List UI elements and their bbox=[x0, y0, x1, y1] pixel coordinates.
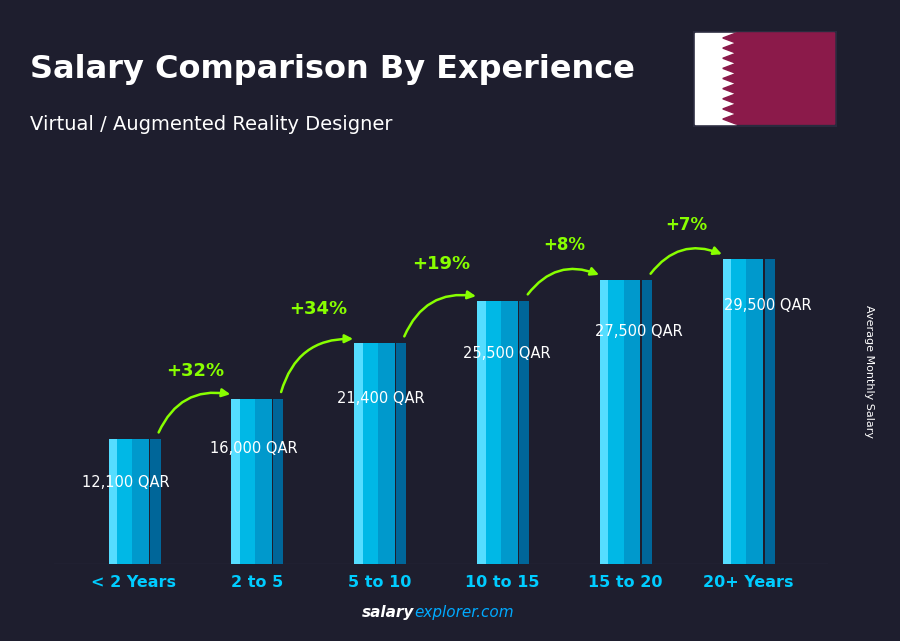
Text: +8%: +8% bbox=[543, 237, 585, 254]
Bar bbox=[239, 399, 260, 564]
Text: 25,500 QAR: 25,500 QAR bbox=[464, 346, 551, 361]
Text: 29,500 QAR: 29,500 QAR bbox=[724, 297, 811, 313]
Text: Average Monthly Salary: Average Monthly Salary bbox=[863, 305, 874, 438]
Bar bbox=[117, 439, 137, 564]
Bar bbox=[500, 301, 518, 564]
Bar bbox=[150, 439, 160, 564]
Text: +34%: +34% bbox=[289, 300, 347, 319]
Bar bbox=[600, 280, 651, 564]
Bar bbox=[132, 439, 149, 564]
Bar bbox=[642, 280, 652, 564]
Bar bbox=[477, 301, 527, 564]
Polygon shape bbox=[696, 33, 736, 124]
Bar bbox=[255, 399, 272, 564]
Text: Salary Comparison By Experience: Salary Comparison By Experience bbox=[30, 54, 634, 85]
Bar bbox=[378, 343, 395, 564]
Bar bbox=[231, 399, 282, 564]
Text: +7%: +7% bbox=[666, 215, 707, 233]
Bar bbox=[731, 260, 752, 564]
Text: +19%: +19% bbox=[412, 255, 470, 273]
Bar bbox=[746, 260, 763, 564]
FancyBboxPatch shape bbox=[690, 28, 840, 129]
Bar bbox=[600, 280, 610, 564]
Bar bbox=[485, 301, 506, 564]
Text: 16,000 QAR: 16,000 QAR bbox=[210, 441, 298, 456]
Bar bbox=[624, 280, 641, 564]
Polygon shape bbox=[723, 33, 834, 124]
Text: 12,100 QAR: 12,100 QAR bbox=[82, 476, 170, 490]
Text: salary: salary bbox=[362, 604, 414, 620]
Bar bbox=[723, 260, 773, 564]
Text: 27,500 QAR: 27,500 QAR bbox=[595, 324, 682, 338]
Text: +32%: +32% bbox=[166, 362, 224, 380]
Text: explorer.com: explorer.com bbox=[414, 604, 514, 620]
Bar bbox=[765, 260, 775, 564]
Bar bbox=[109, 439, 159, 564]
Bar bbox=[109, 439, 119, 564]
Bar bbox=[363, 343, 382, 564]
Bar bbox=[608, 280, 629, 564]
Bar bbox=[355, 343, 365, 564]
Bar bbox=[274, 399, 284, 564]
Bar bbox=[231, 399, 241, 564]
Text: 21,400 QAR: 21,400 QAR bbox=[337, 391, 424, 406]
Bar bbox=[396, 343, 406, 564]
Bar bbox=[477, 301, 487, 564]
Bar bbox=[519, 301, 529, 564]
Bar bbox=[355, 343, 405, 564]
Bar bbox=[723, 260, 733, 564]
Text: Virtual / Augmented Reality Designer: Virtual / Augmented Reality Designer bbox=[30, 115, 392, 134]
